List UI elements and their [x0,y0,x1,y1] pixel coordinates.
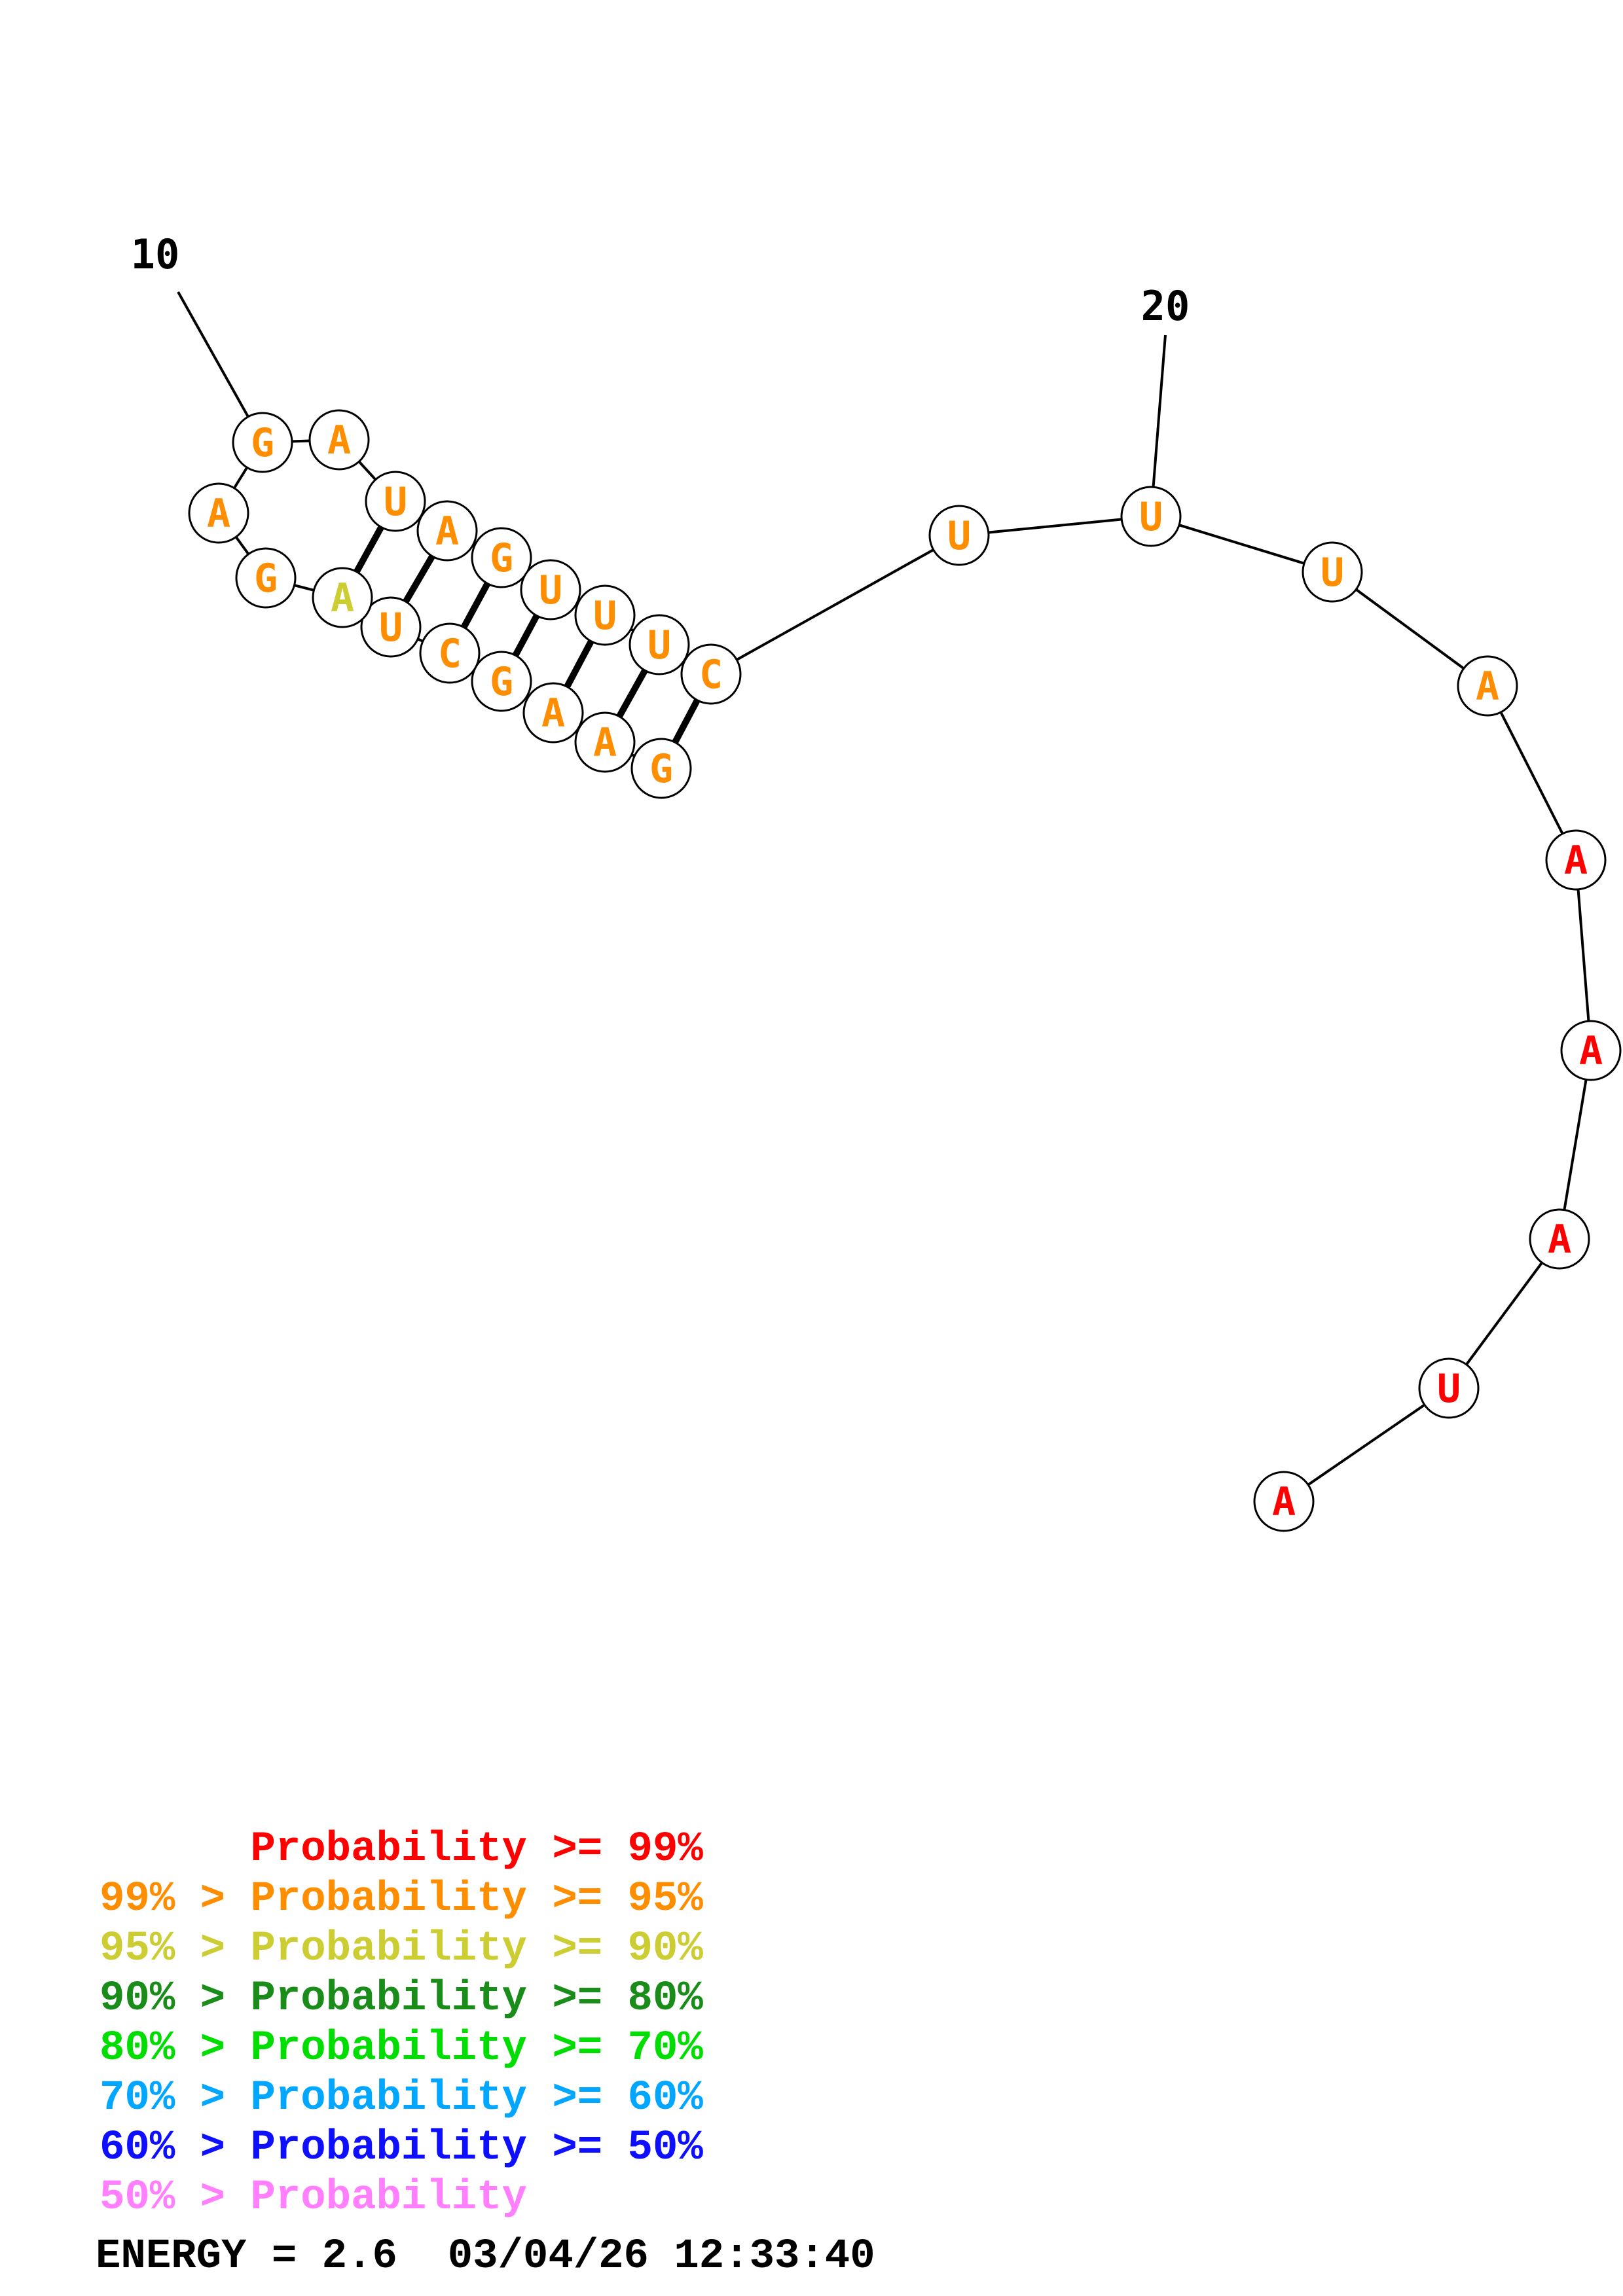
legend-row: 90% > Probability >= 80% [100,1975,703,2022]
nucleotide-circle [312,567,373,628]
nucleotide-circle [1418,1357,1480,1419]
nucleotide-base: U [1321,550,1344,596]
nucleotide-circle [1253,1471,1315,1532]
nucleotide-base: A [327,418,351,463]
nucleotide-circle [419,622,481,684]
nucleotide-base: U [384,479,407,525]
nucleotide-circle [574,584,636,646]
legend-row: 99% > Probability >= 95% [100,1876,703,1923]
nucleotide-circle [360,596,422,658]
backbone-line [1150,515,1333,573]
nucleotide-base: A [1272,1479,1296,1525]
nucleotide-circle [928,505,990,566]
energy-line: ENERGY = 2.6 03/04/26 12:33:40 [96,2233,875,2280]
nucleotide-base: G [254,556,278,601]
backbone-line [1558,1050,1592,1240]
nucleotide-circle [574,711,636,773]
backbone-line [1486,685,1577,861]
nucleotide-circle [1302,541,1363,603]
position-number-label: 20 [1141,282,1190,330]
nucleotide-base: C [699,652,723,698]
nucleotide-base: G [649,746,673,792]
nucleotide-circle [680,643,742,705]
legend-row: 95% > Probability >= 90% [100,1926,703,1973]
nucleotide-base: U [539,567,562,613]
nucleotide-base: A [1564,838,1588,884]
nucleotide-circle [308,409,370,471]
nucleotide-circle [232,412,293,473]
legend-row: 70% > Probability >= 60% [100,2075,703,2122]
legend: Probability >= 99% 99% > Probability >= 9… [100,1825,703,2223]
legend-row: 80% > Probability >= 70% [100,2025,703,2072]
nucleotide-base: U [1139,494,1163,540]
nucleotide-circle [520,559,581,620]
nucleotide-base: U [593,593,617,639]
nucleotide-base: A [541,691,565,736]
nucleotide-circle [235,547,297,609]
nucleotide-base: U [647,622,671,668]
nucleotide-circle [1529,1208,1590,1270]
nucleotide-base: A [435,509,459,554]
nucleotide-circle [522,682,584,744]
nucleotide-circle [471,527,532,588]
legend-row: 60% > Probability >= 50% [100,2125,703,2172]
nucleotide-base: A [331,575,354,621]
nucleotide-base: A [1476,664,1499,709]
nucleotide-circle [188,482,249,544]
nucleotide-base: A [1579,1028,1603,1074]
legend-row: Probability >= 99% [100,1826,703,1873]
backbone-line [1283,1387,1450,1503]
nucleotide-circle [1545,829,1607,891]
nucleotide-circle [416,500,478,562]
nucleotide-base: U [947,513,971,559]
nucleotide-circle [1560,1020,1622,1081]
nucleotide-circle [365,471,426,532]
nucleotide-base: G [490,659,513,705]
backbone-line [1575,859,1592,1051]
nucleotide-base: U [379,605,403,651]
nucleotide-base: C [438,631,462,677]
backbone-line [1448,1238,1561,1390]
nucleotide-base: U [1437,1366,1461,1412]
nucleotide-circle [629,614,690,675]
nucleotide-circle [1120,486,1182,547]
nucleotide-circle [630,738,692,799]
position-number-label: 10 [131,230,180,278]
legend-row: 50% > Probability [100,2174,527,2221]
nucleotide-circle [471,651,532,712]
nucleotide-base: G [251,420,274,466]
nucleotide-base: A [593,720,617,766]
backbone-line [710,534,960,675]
backbone-line [958,515,1152,537]
nucleotide-base: A [207,491,230,537]
backbone-line [1331,571,1489,687]
nucleotide-circle [1457,655,1518,717]
nucleotide-base: G [490,535,513,581]
nucleotide-base: A [1548,1217,1571,1263]
